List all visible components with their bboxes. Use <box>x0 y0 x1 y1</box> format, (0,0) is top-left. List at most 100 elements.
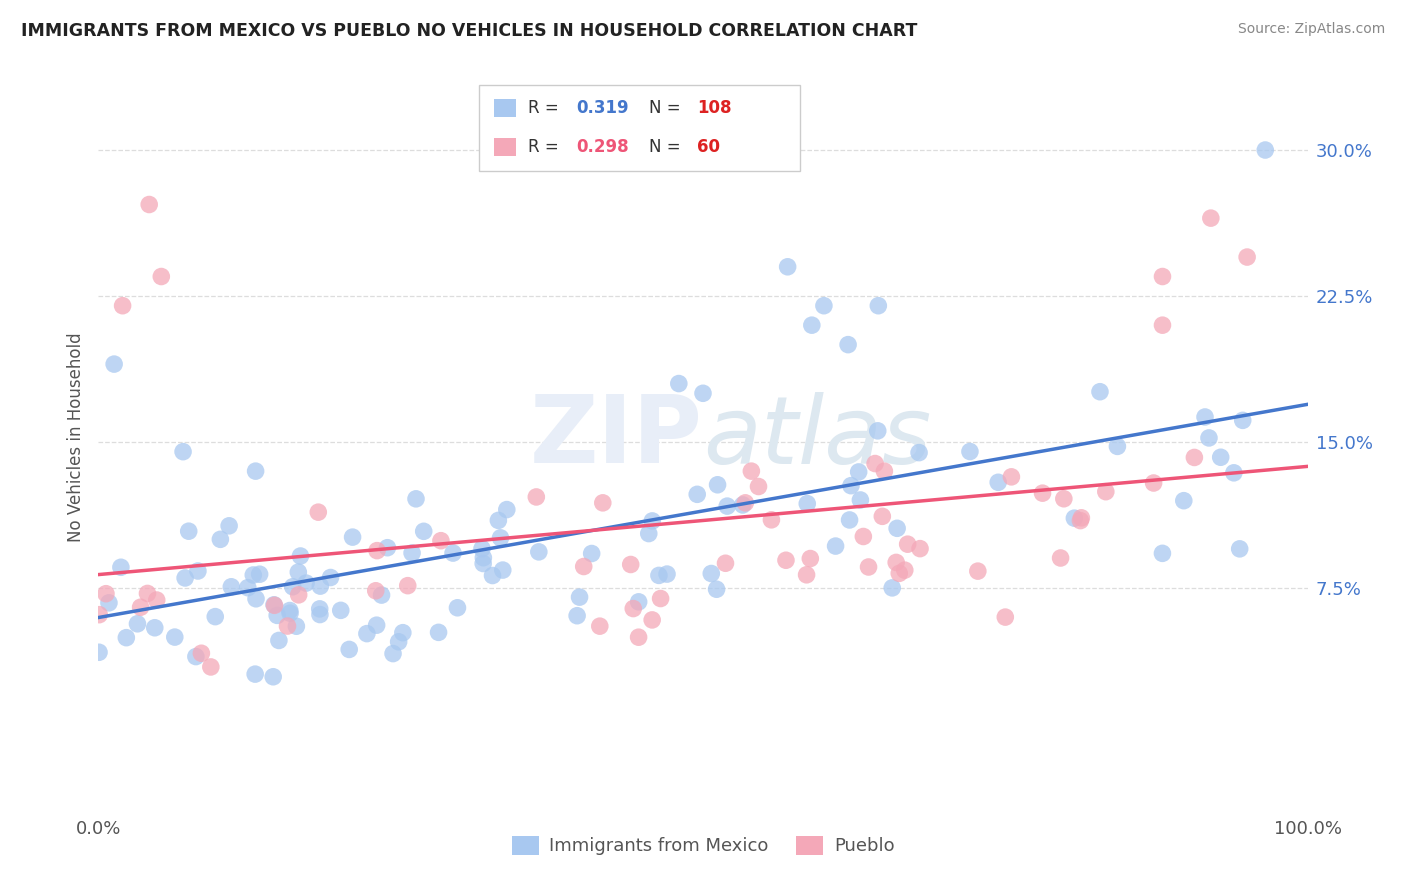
Point <box>1088 384 1111 399</box>
Point <box>177 524 200 539</box>
Point <box>94 587 117 601</box>
Point <box>894 563 917 577</box>
Point <box>884 556 907 570</box>
Point <box>581 547 603 561</box>
Text: 0.319: 0.319 <box>576 99 628 117</box>
Point <box>1232 413 1254 427</box>
Point <box>392 625 415 640</box>
Point <box>138 197 160 211</box>
Text: R =: R = <box>527 138 564 156</box>
Point <box>568 590 591 604</box>
Bar <box>494 99 516 117</box>
Point <box>1199 211 1222 226</box>
Point <box>565 608 588 623</box>
Point <box>111 299 134 313</box>
Point <box>858 560 880 574</box>
Point <box>655 567 678 582</box>
Text: R =: R = <box>527 99 564 117</box>
Point <box>266 608 288 623</box>
Point <box>761 513 783 527</box>
Point <box>319 570 342 584</box>
Point <box>838 513 860 527</box>
Point <box>1107 439 1129 453</box>
Point <box>263 598 285 612</box>
Point <box>472 557 495 571</box>
Point <box>796 567 818 582</box>
Point <box>87 645 110 659</box>
Point <box>174 571 197 585</box>
Point <box>1236 250 1258 264</box>
Point <box>427 625 450 640</box>
Point <box>278 603 301 617</box>
Point <box>430 533 453 548</box>
Point <box>127 616 149 631</box>
Point <box>824 539 846 553</box>
Point <box>172 444 194 458</box>
Point <box>994 610 1017 624</box>
Point <box>307 505 329 519</box>
Point <box>370 588 392 602</box>
Point <box>471 541 494 556</box>
Point <box>776 260 799 274</box>
Point <box>627 630 650 644</box>
Text: 0.298: 0.298 <box>576 138 628 156</box>
Point <box>852 529 875 543</box>
Point <box>873 464 896 478</box>
Point <box>648 568 671 582</box>
Point <box>200 660 222 674</box>
Point <box>627 595 650 609</box>
Point <box>486 513 509 527</box>
Point <box>872 509 894 524</box>
Point <box>731 498 754 512</box>
Point <box>396 579 419 593</box>
Point <box>337 642 360 657</box>
Point <box>145 593 167 607</box>
Legend: Immigrants from Mexico, Pueblo: Immigrants from Mexico, Pueblo <box>505 829 901 863</box>
Point <box>747 479 769 493</box>
Point <box>686 487 709 501</box>
Point <box>527 545 550 559</box>
Point <box>1049 551 1071 566</box>
Point <box>641 613 664 627</box>
Point <box>863 457 886 471</box>
Point <box>388 635 411 649</box>
Point <box>136 586 159 600</box>
Point <box>287 588 309 602</box>
Point <box>377 541 399 555</box>
Point <box>1069 514 1091 528</box>
Text: atlas: atlas <box>703 392 931 483</box>
Point <box>589 619 612 633</box>
Point <box>249 567 271 582</box>
Y-axis label: No Vehicles in Household: No Vehicles in Household <box>66 332 84 542</box>
Point <box>1142 475 1164 490</box>
Point <box>287 565 309 579</box>
Point <box>209 533 232 547</box>
Point <box>245 464 267 478</box>
Point <box>89 607 111 622</box>
Point <box>236 581 259 595</box>
Point <box>441 546 464 560</box>
Point <box>1053 491 1076 506</box>
Point <box>592 496 614 510</box>
Point <box>882 581 904 595</box>
Text: N =: N = <box>648 99 686 117</box>
Point <box>472 550 495 565</box>
Point <box>129 600 152 615</box>
Point <box>1152 269 1174 284</box>
Point <box>405 491 427 506</box>
Point <box>966 564 988 578</box>
Point <box>309 579 332 593</box>
Point <box>866 424 889 438</box>
Point <box>204 609 226 624</box>
Point <box>1223 466 1246 480</box>
Point <box>706 477 728 491</box>
Point <box>103 357 125 371</box>
Point <box>295 576 318 591</box>
Point <box>242 568 264 582</box>
Point <box>641 514 664 528</box>
Text: N =: N = <box>648 138 686 156</box>
Point <box>848 465 870 479</box>
Point <box>1194 409 1216 424</box>
Point <box>163 630 186 644</box>
Point <box>187 564 209 578</box>
